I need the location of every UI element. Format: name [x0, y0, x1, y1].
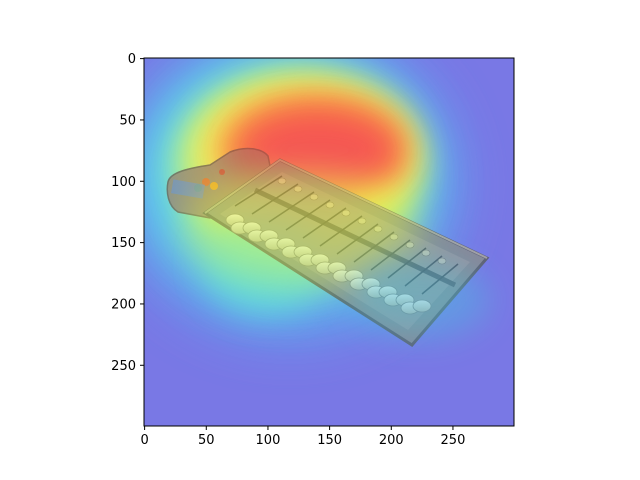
x-tick-label: 250 [441, 433, 466, 448]
y-tick-label: 50 [119, 113, 136, 128]
axes-frame [143, 57, 515, 427]
y-tick-label: 100 [111, 175, 136, 190]
y-axis: 0 50 100 150 200 250 [111, 52, 144, 374]
x-axis: 0 50 100 150 200 250 [140, 426, 465, 448]
y-tick-label: 200 [111, 297, 136, 312]
x-tick-label: 100 [256, 433, 281, 448]
x-tick-label: 0 [140, 433, 148, 448]
y-tick-label: 250 [111, 359, 136, 374]
image-area [144, 58, 514, 426]
y-tick-label: 0 [128, 52, 136, 67]
x-tick-label: 150 [317, 433, 342, 448]
heatmap-tint [180, 95, 490, 340]
x-tick-label: 200 [379, 433, 404, 448]
x-tick-label: 50 [198, 433, 215, 448]
y-tick-label: 150 [111, 236, 136, 251]
